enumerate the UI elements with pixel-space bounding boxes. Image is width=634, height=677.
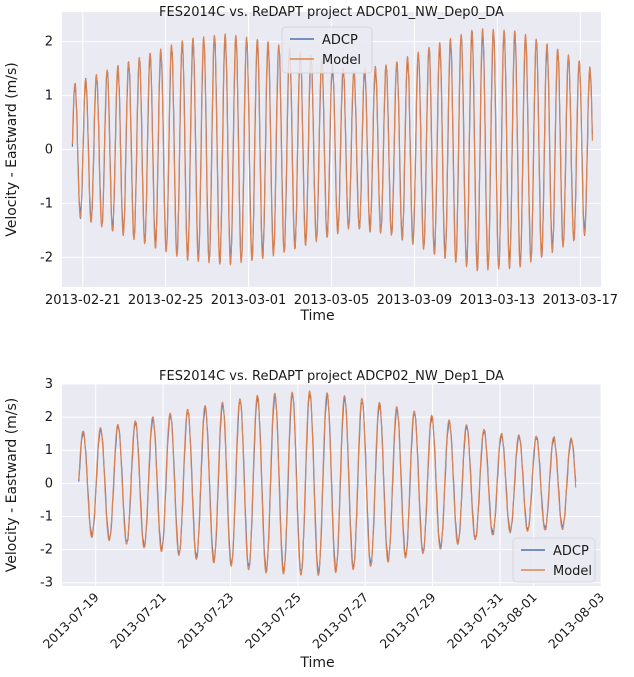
y-tick-label: 2: [45, 410, 53, 425]
y-tick-label: -3: [40, 576, 53, 591]
chart-title: FES2014C vs. ReDAPT project ADCP01_NW_De…: [159, 5, 504, 20]
series-layer: [78, 390, 577, 576]
legend: ADCP Model: [512, 537, 596, 583]
x-tick-label: 2013-03-05: [294, 293, 370, 308]
x-tick-label: 2013-03-01: [211, 293, 287, 308]
y-tick-label: 2: [45, 35, 53, 50]
y-tick-label: 1: [45, 443, 53, 458]
x-tick-label: 2013-03-17: [542, 293, 618, 308]
x-tick-label: 2013-03-13: [460, 293, 536, 308]
y-tick-label: 0: [45, 143, 53, 158]
y-tick-label: -1: [40, 509, 53, 524]
y-tick-label: 0: [45, 476, 53, 491]
x-tick-label: 2013-07-25: [242, 590, 304, 652]
x-tick-label: 2013-08-03: [545, 590, 607, 652]
legend-label-adcp: ADCP: [553, 544, 589, 559]
y-tick-label: 1: [45, 89, 53, 104]
x-axis-label: Time: [299, 655, 334, 671]
series-line-model: [78, 390, 577, 576]
legend: ADCP Model: [281, 26, 373, 74]
y-axis-label: Velocity - Eastward (m/s): [4, 62, 20, 237]
legend-label-adcp: ADCP: [322, 33, 358, 48]
chart-adcp01: -2 -1 0 1 2 2013-02-21 2013-02-25 2013-03-01 201…: [4, 5, 618, 324]
chart-title: FES2014C vs. ReDAPT project ADCP02_NW_De…: [159, 369, 504, 384]
y-tick-label: -1: [40, 196, 53, 211]
legend-box: [512, 537, 596, 583]
x-axis-label: Time: [299, 308, 334, 324]
x-tick-label: 2013-03-09: [377, 293, 453, 308]
legend-label-model: Model: [553, 564, 592, 579]
x-tick-label: 2013-07-21: [107, 590, 169, 652]
tick-labels: -2 -1 0 1 2 2013-02-21 2013-02-25 2013-03-01 201…: [40, 35, 618, 308]
legend-label-model: Model: [322, 53, 361, 68]
y-tick-label: 3: [45, 377, 53, 392]
chart-adcp02: -3 -2 -1 0 1 2 3 2013-07-19 2013-07-21 2013-07-23…: [4, 369, 607, 671]
x-tick-label: 2013-07-29: [377, 589, 439, 651]
x-tick-label: 2013-07-27: [309, 590, 371, 652]
y-axis-label: Velocity - Eastward (m/s): [4, 398, 20, 573]
y-tick-label: -2: [40, 543, 53, 558]
x-tick-label: 2013-02-21: [45, 293, 121, 308]
x-tick-label: 2013-07-23: [175, 590, 237, 652]
x-tick-label: 2013-02-25: [128, 293, 204, 308]
y-tick-label: -2: [40, 250, 53, 265]
x-tick-label: 2013-07-19: [40, 589, 102, 651]
